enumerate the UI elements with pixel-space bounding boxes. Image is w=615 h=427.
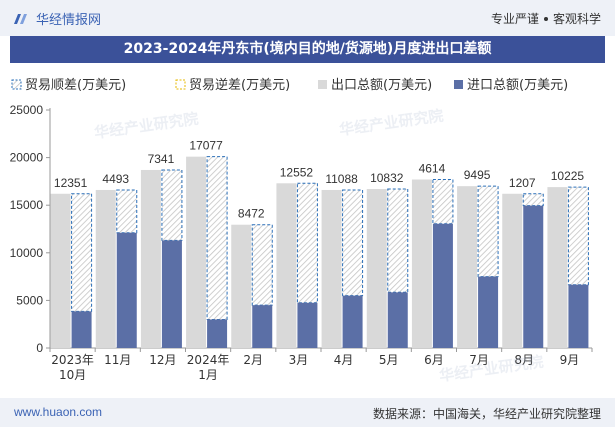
brand: 华经情报网	[14, 9, 101, 28]
import-bar	[161, 240, 182, 348]
surplus-value-label: 12351	[54, 176, 88, 190]
surplus-bar	[567, 186, 589, 286]
y-tick-label: 5000	[16, 293, 43, 307]
export-bar	[140, 169, 161, 348]
surplus-bar	[522, 193, 544, 207]
legend-label: 出口总额(万美元)	[331, 78, 432, 93]
surplus-bar	[251, 224, 273, 306]
surplus-bar	[342, 189, 364, 297]
x-tick-label: 5月	[379, 353, 399, 367]
surplus-bar	[161, 169, 183, 241]
y-tick-label: 25000	[10, 103, 44, 117]
slogan-left: 专业严谨	[490, 12, 539, 26]
import-bar	[568, 284, 589, 348]
x-tick-label: 12月	[149, 353, 176, 367]
y-tick-label: 20000	[10, 151, 44, 165]
x-tick-label: 2023年	[51, 353, 94, 367]
import-bar	[116, 232, 137, 348]
surplus-value-label: 10225	[551, 169, 585, 183]
surplus-value-label: 4493	[102, 172, 129, 186]
surplus-value-label: 1207	[509, 176, 536, 190]
x-tick-label: 8月	[514, 353, 534, 367]
export-bar	[366, 189, 387, 348]
brand-name: 华经情报网	[36, 12, 102, 27]
chart: 贸易顺差(万美元) 贸易逆差(万美元) 出口总额(万美元) 进口总额(万美元) 0 50…	[10, 77, 593, 385]
legend-swatch-deficit	[175, 79, 186, 90]
surplus-value-label: 12552	[280, 165, 314, 179]
x-tick-label: 2月	[243, 353, 263, 367]
surplus-value-label: 11088	[325, 172, 358, 186]
legend-label: 贸易顺差(万美元)	[25, 78, 126, 93]
surplus-value-label: 4614	[419, 161, 446, 175]
bars	[50, 156, 589, 348]
footer-source: 数据来源：中国海关，华经产业研究院整理	[372, 407, 601, 421]
export-bar	[547, 187, 568, 348]
x-tick-label: 1月	[198, 368, 218, 382]
surplus-value-label: 10832	[370, 171, 404, 185]
surplus-value-label: 17077	[189, 139, 223, 153]
surplus-bar	[116, 189, 138, 234]
x-tick-label: 3月	[289, 353, 309, 367]
export-bar	[50, 193, 71, 348]
import-bar	[297, 302, 318, 348]
x-tick-label: 6月	[424, 353, 444, 367]
import-bar	[71, 311, 92, 348]
surplus-bar	[477, 185, 499, 278]
surplus-value-label: 9495	[464, 168, 491, 182]
watermark-text: 华经产业研究院	[438, 353, 544, 385]
surplus-bar	[71, 193, 93, 312]
x-tick-label: 4月	[334, 353, 354, 367]
top-bar: 华经情报网 专业严谨 客观科学	[0, 0, 615, 36]
footer: www.huaon.com 数据来源：中国海关，华经产业研究院整理	[0, 398, 615, 427]
legend-swatch-surplus	[11, 79, 22, 90]
import-bar	[387, 292, 408, 348]
slogan-dot	[543, 16, 548, 21]
surplus-bar	[206, 156, 228, 320]
slogan-right: 客观科学	[552, 12, 601, 26]
legend: 贸易顺差(万美元) 贸易逆差(万美元) 出口总额(万美元) 进口总额(万美元)	[11, 77, 568, 93]
slogan: 专业严谨 客观科学	[491, 10, 601, 27]
y-tick-label: 10000	[10, 246, 44, 260]
surplus-value-label: 7341	[148, 152, 175, 166]
export-bar	[457, 186, 478, 348]
legend-label: 贸易逆差(万美元)	[189, 77, 290, 93]
x-tick-label: 9月	[560, 353, 580, 367]
export-bar	[411, 179, 432, 348]
watermark-text: 华经产业研究院	[338, 107, 444, 139]
x-tick-label: 2024年	[187, 353, 230, 367]
x-tick-label: 11月	[104, 353, 131, 367]
data-labels: 12351 4493 7341 17077 8472 12552 11088 10832 461…	[54, 139, 585, 221]
import-bar	[207, 319, 228, 348]
footer-url[interactable]: www.huaon.com	[14, 405, 103, 419]
import-bar	[342, 295, 363, 348]
export-bar	[95, 189, 116, 348]
watermark-text: 华经产业研究院	[93, 110, 199, 142]
huajing-logo-icon	[14, 13, 27, 24]
legend-swatch-export	[318, 80, 327, 89]
import-bar	[252, 305, 273, 348]
import-bar	[523, 205, 544, 348]
import-bar	[432, 223, 453, 348]
export-bar	[321, 189, 342, 348]
import-bar	[478, 276, 499, 348]
legend-label: 进口总额(万美元)	[467, 78, 568, 93]
x-tick-label: 10月	[59, 368, 86, 382]
surplus-value-label: 8472	[238, 207, 265, 221]
export-bar	[502, 193, 523, 348]
chart-title: 2023-2024年丹东市(境内目的地/货源地)月度进出口差额	[10, 36, 605, 63]
export-bar	[276, 183, 297, 348]
surplus-bar	[296, 182, 318, 304]
y-tick-label: 15000	[10, 198, 44, 212]
x-tick-label: 7月	[469, 353, 489, 367]
legend-swatch-import	[454, 80, 463, 89]
export-bar	[231, 224, 252, 348]
export-bar	[186, 156, 207, 348]
surplus-bar	[387, 188, 409, 293]
y-tick-label: 0	[36, 341, 43, 355]
surplus-bar	[432, 178, 454, 225]
